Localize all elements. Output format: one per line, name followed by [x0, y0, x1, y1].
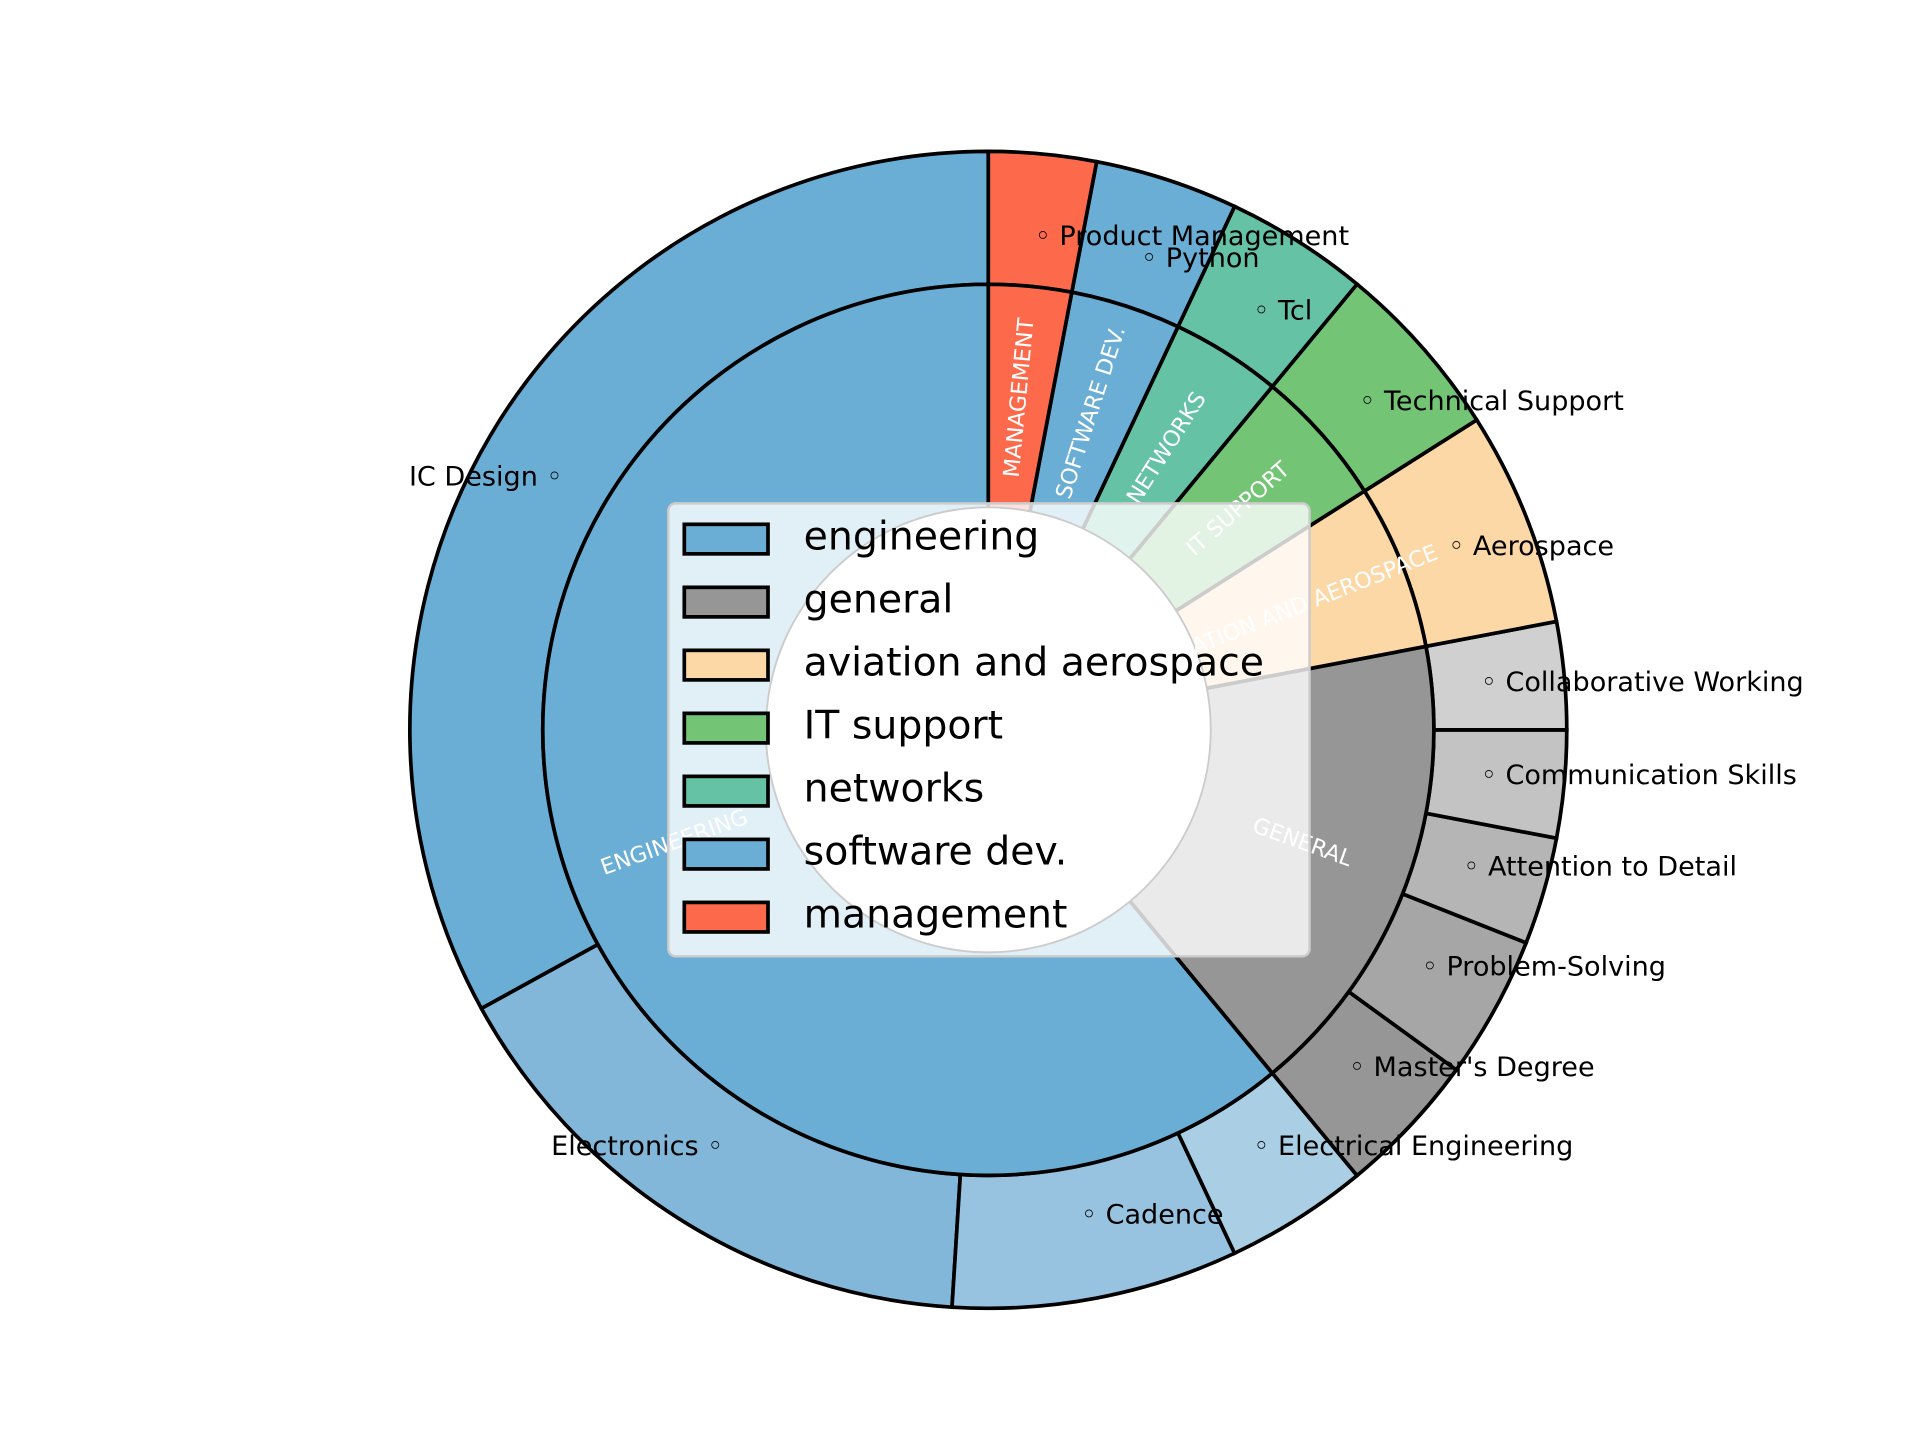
- outer-label: ◦ Communication Skills: [1481, 760, 1797, 791]
- outer-label: ◦ Collaborative Working: [1481, 667, 1804, 698]
- outer-label: ◦ Technical Support: [1359, 386, 1623, 417]
- legend: engineering general aviation and aerospace…: [667, 502, 1311, 958]
- legend-swatch: [682, 774, 770, 808]
- outer-label: Electronics ◦: [551, 1131, 723, 1162]
- legend-swatch: [682, 585, 770, 619]
- outer-label: ◦ Master's Degree: [1349, 1052, 1595, 1083]
- legend-swatch: [682, 522, 770, 556]
- legend-swatch: [682, 648, 770, 682]
- outer-label: ◦ Aerospace: [1448, 531, 1614, 562]
- legend-entry: management: [804, 892, 1068, 938]
- legend-swatch: [682, 837, 770, 871]
- outer-label: IC Design ◦: [409, 461, 562, 492]
- outer-label: ◦ Tcl: [1253, 296, 1312, 327]
- outer-label: ◦ Product Management: [1035, 221, 1349, 252]
- outer-label: ◦ Problem-Solving: [1422, 952, 1666, 983]
- legend-entry: aviation and aerospace: [804, 640, 1264, 686]
- legend-swatch: [682, 711, 770, 745]
- legend-entry: networks: [804, 766, 984, 812]
- outer-label: ◦ Electrical Engineering: [1253, 1131, 1573, 1162]
- outer-labels: IC Design ◦ Electronics ◦ ◦ Cadence ◦ Elect…: [409, 221, 1804, 1231]
- outer-label: ◦ Cadence: [1081, 1199, 1224, 1230]
- legend-entry: IT support: [804, 703, 1003, 749]
- legend-frame: [667, 502, 1311, 958]
- outer-label: ◦ Python: [1141, 243, 1259, 274]
- legend-entry: engineering: [804, 514, 1040, 560]
- legend-entry: general: [804, 577, 954, 623]
- legend-entry: software dev.: [804, 829, 1068, 875]
- legend-swatch: [682, 900, 770, 934]
- outer-label: ◦ Attention to Detail: [1463, 851, 1737, 882]
